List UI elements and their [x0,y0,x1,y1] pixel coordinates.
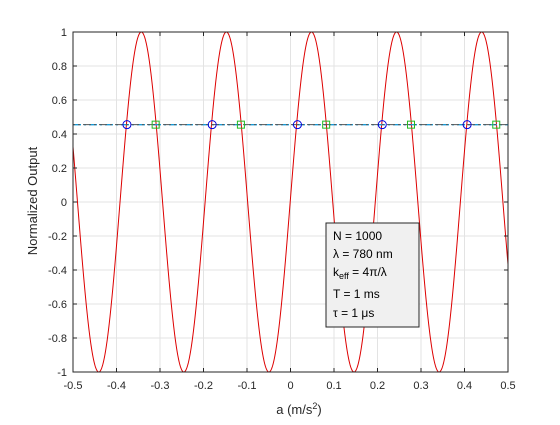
y-tick-label: 0.4 [52,129,67,141]
y-tick-label: 0.8 [52,61,67,73]
x-tick-label: -0.2 [194,380,213,392]
annotation-tau: τ = 1 μs [333,306,374,320]
square-marker [492,120,501,129]
fringe-curve [73,32,508,372]
y-tick-label: -0.8 [48,333,67,345]
y-tick-label: 0 [61,197,67,209]
x-tick-label: 0.4 [457,380,472,392]
y-tick-label: -1 [57,367,67,379]
x-tick-label: 0.2 [370,380,385,392]
y-axis-label: Normalized Output [25,146,40,255]
y-tick-label: 1 [61,27,67,39]
y-tick-label: -0.6 [48,299,67,311]
circle-marker [462,120,472,130]
circle-marker [122,120,132,130]
circle-marker [207,120,217,130]
x-tick-label: 0.1 [326,380,341,392]
x-tick-label: 0.5 [500,380,515,392]
y-tick-label: 0.2 [52,163,67,175]
annotation-lambda: λ = 780 nm [333,247,393,261]
x-tick-label: -0.5 [64,380,83,392]
y-tick-label: 0.6 [52,95,67,107]
y-tick-label: -0.4 [48,265,67,277]
x-tick-label: 0.3 [413,380,428,392]
square-marker [406,120,415,129]
square-marker [236,120,245,129]
annotation-keff: keff = 4π/λ [333,265,387,281]
annotation-t: T = 1 ms [333,287,380,301]
x-tick-label: -0.4 [107,380,126,392]
square-marker [151,120,160,129]
ticks: -0.5 -0.4 -0.3 -0.2 -0.1 0 0.1 0.2 0.3 0.4 0.5 -1 -0… [48,27,516,392]
plot-data [73,32,508,372]
x-tick-label: 0 [287,380,293,392]
y-tick-label: -0.2 [48,231,67,243]
x-axis-label: a (m/s2) [276,401,321,417]
x-tick-label: -0.1 [238,380,257,392]
circle-marker [292,120,302,130]
annotation-box: N = 1000 λ = 780 nm keff = 4π/λ T = 1 ms… [325,222,420,328]
circle-marker [377,120,387,130]
square-marker [322,120,331,129]
annotation-n: N = 1000 [333,229,382,243]
x-tick-label: -0.3 [151,380,170,392]
